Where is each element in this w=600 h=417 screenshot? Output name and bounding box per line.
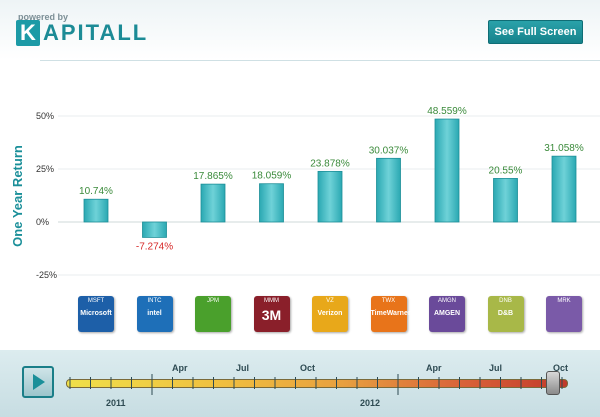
value-label-vz: 23.878%	[310, 158, 350, 169]
chase-logo-icon[interactable]: JPM	[195, 296, 231, 332]
y-axis-title: One Year Return	[10, 145, 25, 247]
company-ticker: DNB	[499, 298, 512, 304]
company-ticker: TWX	[381, 298, 396, 304]
value-label-intc: -7.274%	[136, 241, 173, 252]
y-tick-label: 50%	[36, 111, 54, 121]
kapitall-logo[interactable]: K APITALL	[16, 20, 146, 50]
bar-jpm	[200, 183, 226, 223]
y-tick-label: 0%	[36, 217, 49, 227]
company-ticker: VZ	[326, 298, 334, 304]
logo-text: APITALL	[43, 20, 149, 45]
bar-twx	[376, 157, 401, 223]
verizon-logo-icon[interactable]: VZ Verizon	[312, 296, 348, 332]
timeline-month-label: Apr	[426, 363, 442, 373]
value-labels: 10.74% -7.274% 17.865% 18.059% 23.878% 30.037…	[79, 106, 584, 252]
company-name: Microsoft	[80, 310, 112, 317]
bar-vz	[317, 170, 343, 223]
microsoft-logo-icon[interactable]: MSFT Microsoft	[78, 296, 114, 332]
timeline-handle[interactable]	[546, 371, 561, 395]
company-ticker: MMM	[264, 298, 279, 304]
play-button[interactable]	[22, 366, 54, 398]
bar-msft	[83, 198, 109, 223]
company-name: Verizon	[317, 310, 343, 317]
timeline-month-label: Apr	[172, 363, 188, 373]
value-label-twx: 30.037%	[369, 145, 409, 156]
y-tick-label: -25%	[36, 270, 57, 280]
header-divider	[40, 60, 600, 61]
timewarner-logo-icon[interactable]: TWX TimeWarner	[370, 296, 411, 332]
company-ticker: AMGN	[438, 298, 456, 304]
3m-logo-icon[interactable]: MMM 3M	[253, 296, 290, 332]
company-name: AMGEN	[433, 310, 461, 317]
bars	[83, 118, 577, 238]
timeline-month-label: Oct	[553, 363, 569, 373]
company-ticker: JPM	[207, 298, 219, 304]
bar-mmm	[259, 183, 284, 223]
company-ticker: INTC	[147, 298, 162, 304]
value-label-mrk: 31.058%	[544, 143, 584, 154]
y-tick-label: 25%	[36, 164, 54, 174]
timeline-year-label: 2012	[360, 398, 381, 408]
timeline-track[interactable]	[66, 379, 568, 388]
bar-amgn	[434, 118, 460, 223]
company-ticker: MSFT	[87, 298, 105, 304]
bar-intc	[142, 221, 167, 238]
company-name: intel	[147, 310, 162, 317]
company-name: 3M	[261, 307, 282, 323]
value-label-jpm: 17.865%	[193, 171, 233, 182]
company-name: D&B	[497, 310, 514, 317]
y-axis: One Year Return 50% 25% 0% -25%	[10, 111, 600, 280]
play-icon	[33, 374, 45, 390]
full-screen-button[interactable]: See Full Screen	[488, 20, 583, 44]
bar-dnb	[493, 178, 518, 223]
merck-logo-icon[interactable]: MRK	[546, 296, 582, 332]
timeline-month-label: Jul	[489, 363, 503, 373]
bar-chart: One Year Return 50% 25% 0% -25% 10.74% -7.274…	[10, 106, 600, 280]
intel-logo-icon[interactable]: INTC intel	[136, 296, 173, 332]
timeline-month-label: Oct	[300, 363, 316, 373]
company-name: TimeWarner	[370, 310, 411, 317]
powered-by-text: powered by	[18, 12, 69, 22]
amgen-logo-icon[interactable]: AMGN AMGEN	[429, 296, 465, 332]
value-label-amgn: 48.559%	[427, 106, 467, 117]
company-ticker: MRK	[557, 298, 571, 304]
dnb-logo-icon[interactable]: DNB D&B	[487, 296, 524, 332]
bar-mrk	[551, 155, 577, 223]
value-label-msft: 10.74%	[79, 186, 113, 197]
logo-initial: K	[16, 20, 40, 46]
timeline-month-label: Jul	[236, 363, 250, 373]
value-label-dnb: 20.55%	[489, 165, 523, 176]
value-label-mmm: 18.059%	[252, 171, 292, 182]
timeline-year-label: 2011	[106, 398, 126, 408]
